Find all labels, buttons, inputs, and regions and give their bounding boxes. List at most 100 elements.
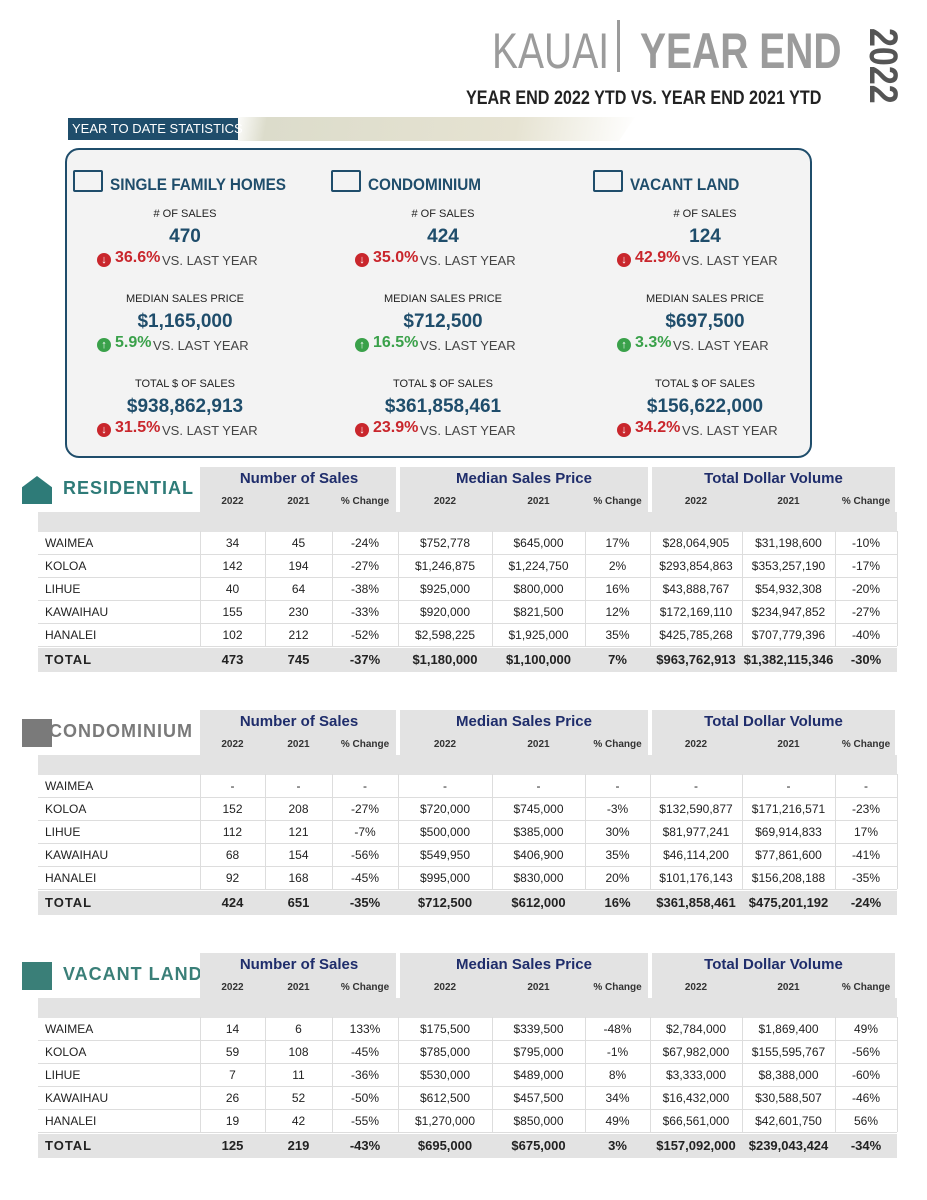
cell: $101,176,143 <box>659 871 733 885</box>
col-line <box>835 1086 836 1109</box>
cell: -55% <box>350 1114 379 1128</box>
col-line <box>265 1086 266 1109</box>
col-line <box>200 554 201 577</box>
col-line <box>585 797 586 820</box>
total-cell: 219 <box>287 1138 310 1153</box>
cell: - <box>615 779 620 793</box>
metric-label: TOTAL $ OF SALES <box>654 378 756 390</box>
column-header: 2022 <box>684 496 708 507</box>
col-line <box>398 1086 399 1109</box>
section-icon <box>22 476 52 504</box>
category-name: CONDOMINIUM <box>368 175 482 194</box>
col-line <box>398 843 399 866</box>
col-line <box>492 531 493 554</box>
col-line <box>835 774 836 797</box>
column-header: 2021 <box>777 982 800 993</box>
vs-label: VS. LAST YEAR <box>673 338 769 353</box>
cell: $156,208,188 <box>751 871 826 885</box>
col-line <box>398 820 399 843</box>
row-line <box>38 1040 897 1041</box>
col-line <box>650 774 651 797</box>
cell: $2,598,225 <box>414 628 476 642</box>
cell: 30% <box>605 825 630 839</box>
cell: 40 <box>225 582 240 596</box>
ytd-box <box>65 148 812 458</box>
change-value: 34.2% <box>635 419 681 436</box>
metric-value: $712,500 <box>403 311 483 332</box>
metric-label: # OF SALES <box>153 208 217 220</box>
col-line <box>835 797 836 820</box>
cell: 230 <box>288 605 309 619</box>
cell: - <box>864 779 868 793</box>
cell: -1% <box>606 1045 629 1059</box>
change-value: 36.6% <box>115 249 161 266</box>
total-cell: -37% <box>349 652 381 667</box>
total-cell: $475,201,192 <box>748 895 829 910</box>
row-line <box>38 797 897 798</box>
cell: 168 <box>288 871 309 885</box>
col-line <box>835 1017 836 1040</box>
column-header: 2021 <box>527 982 550 993</box>
col-line <box>897 774 898 797</box>
col-line <box>742 623 743 646</box>
cell: -35% <box>851 871 880 885</box>
col-line <box>200 866 201 889</box>
column-header: 2021 <box>287 496 310 507</box>
group-divider <box>895 953 899 998</box>
change-value: 42.9% <box>635 249 681 266</box>
cell: $16,432,000 <box>662 1091 730 1105</box>
group-header: Median Sales Price <box>456 956 592 973</box>
cell: $31,198,600 <box>755 536 822 550</box>
col-line <box>650 1017 651 1040</box>
col-line <box>897 623 898 646</box>
column-header: 2021 <box>287 739 310 750</box>
cell: 11 <box>292 1068 305 1082</box>
column-header: % Change <box>841 982 891 993</box>
cell: $489,000 <box>513 1068 564 1082</box>
column-header: 2022 <box>221 739 244 750</box>
col-line <box>492 843 493 866</box>
col-line <box>742 843 743 866</box>
metric-label: TOTAL $ OF SALES <box>392 378 494 390</box>
change-arrow: ↓ <box>97 253 111 267</box>
cell: $155,595,767 <box>751 1045 826 1059</box>
metric-label: # OF SALES <box>673 208 737 220</box>
cell: 14 <box>225 1022 240 1036</box>
total-cell: $612,000 <box>511 895 566 910</box>
cell: - <box>230 779 235 793</box>
change-arrow: ↓ <box>355 253 369 267</box>
col-line <box>742 531 743 554</box>
vs-label: VS. LAST YEAR <box>420 423 516 438</box>
total-cell: 473 <box>221 652 244 667</box>
cell: -10% <box>851 536 880 550</box>
cell: -27% <box>851 605 880 619</box>
decorative-stripe <box>235 117 635 141</box>
col-line <box>200 1109 201 1132</box>
cell: -23% <box>851 802 880 816</box>
col-line <box>742 600 743 623</box>
col-line <box>265 1040 266 1063</box>
cell: -46% <box>851 1091 880 1105</box>
cell: 42 <box>291 1114 306 1128</box>
category-icon <box>593 170 623 192</box>
col-line <box>398 1063 399 1086</box>
cell: KOLOA <box>45 1045 87 1059</box>
category-name: VACANT LAND <box>630 175 740 194</box>
col-line <box>650 1063 651 1086</box>
title-right: YEAR END <box>640 23 842 79</box>
col-line <box>492 554 493 577</box>
vs-label: VS. LAST YEAR <box>153 338 249 353</box>
total-cell: $712,500 <box>417 895 473 910</box>
total-cell: -24% <box>850 895 882 910</box>
cell: $67,982,000 <box>662 1045 730 1059</box>
cell: $234,947,852 <box>751 605 826 619</box>
column-header: 2022 <box>221 496 244 507</box>
cell: $920,000 <box>419 605 471 619</box>
group-divider <box>396 710 400 755</box>
col-line <box>650 797 651 820</box>
metric-label: # OF SALES <box>411 208 475 220</box>
change-arrow: ↑ <box>617 338 631 352</box>
col-line <box>332 554 333 577</box>
total-cell: -30% <box>850 652 882 667</box>
cell: $925,000 <box>419 582 471 596</box>
